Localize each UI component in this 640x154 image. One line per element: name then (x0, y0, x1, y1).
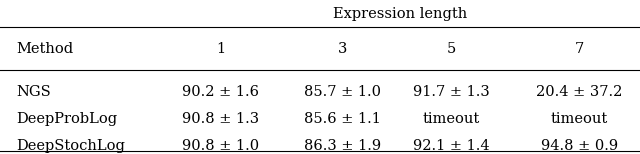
Text: 85.7 ± 1.0: 85.7 ± 1.0 (304, 85, 381, 99)
Text: 90.8 ± 1.3: 90.8 ± 1.3 (182, 112, 259, 126)
Text: 5: 5 (447, 42, 456, 56)
Text: timeout: timeout (550, 112, 608, 126)
Text: 90.8 ± 1.0: 90.8 ± 1.0 (182, 139, 259, 153)
Text: Expression length: Expression length (333, 7, 467, 21)
Text: 85.6 ± 1.1: 85.6 ± 1.1 (304, 112, 381, 126)
Text: 20.4 ± 37.2: 20.4 ± 37.2 (536, 85, 622, 99)
Text: 3: 3 (338, 42, 347, 56)
Text: 90.2 ± 1.6: 90.2 ± 1.6 (182, 85, 259, 99)
Text: 1: 1 (216, 42, 225, 56)
Text: DeepStochLog: DeepStochLog (16, 139, 125, 153)
Text: 92.1 ± 1.4: 92.1 ± 1.4 (413, 139, 490, 153)
Text: DeepProbLog: DeepProbLog (16, 112, 117, 126)
Text: 91.7 ± 1.3: 91.7 ± 1.3 (413, 85, 490, 99)
Text: 86.3 ± 1.9: 86.3 ± 1.9 (304, 139, 381, 153)
Text: Method: Method (16, 42, 73, 56)
Text: 7: 7 (575, 42, 584, 56)
Text: timeout: timeout (422, 112, 480, 126)
Text: 94.8 ± 0.9: 94.8 ± 0.9 (541, 139, 618, 153)
Text: NGS: NGS (16, 85, 51, 99)
